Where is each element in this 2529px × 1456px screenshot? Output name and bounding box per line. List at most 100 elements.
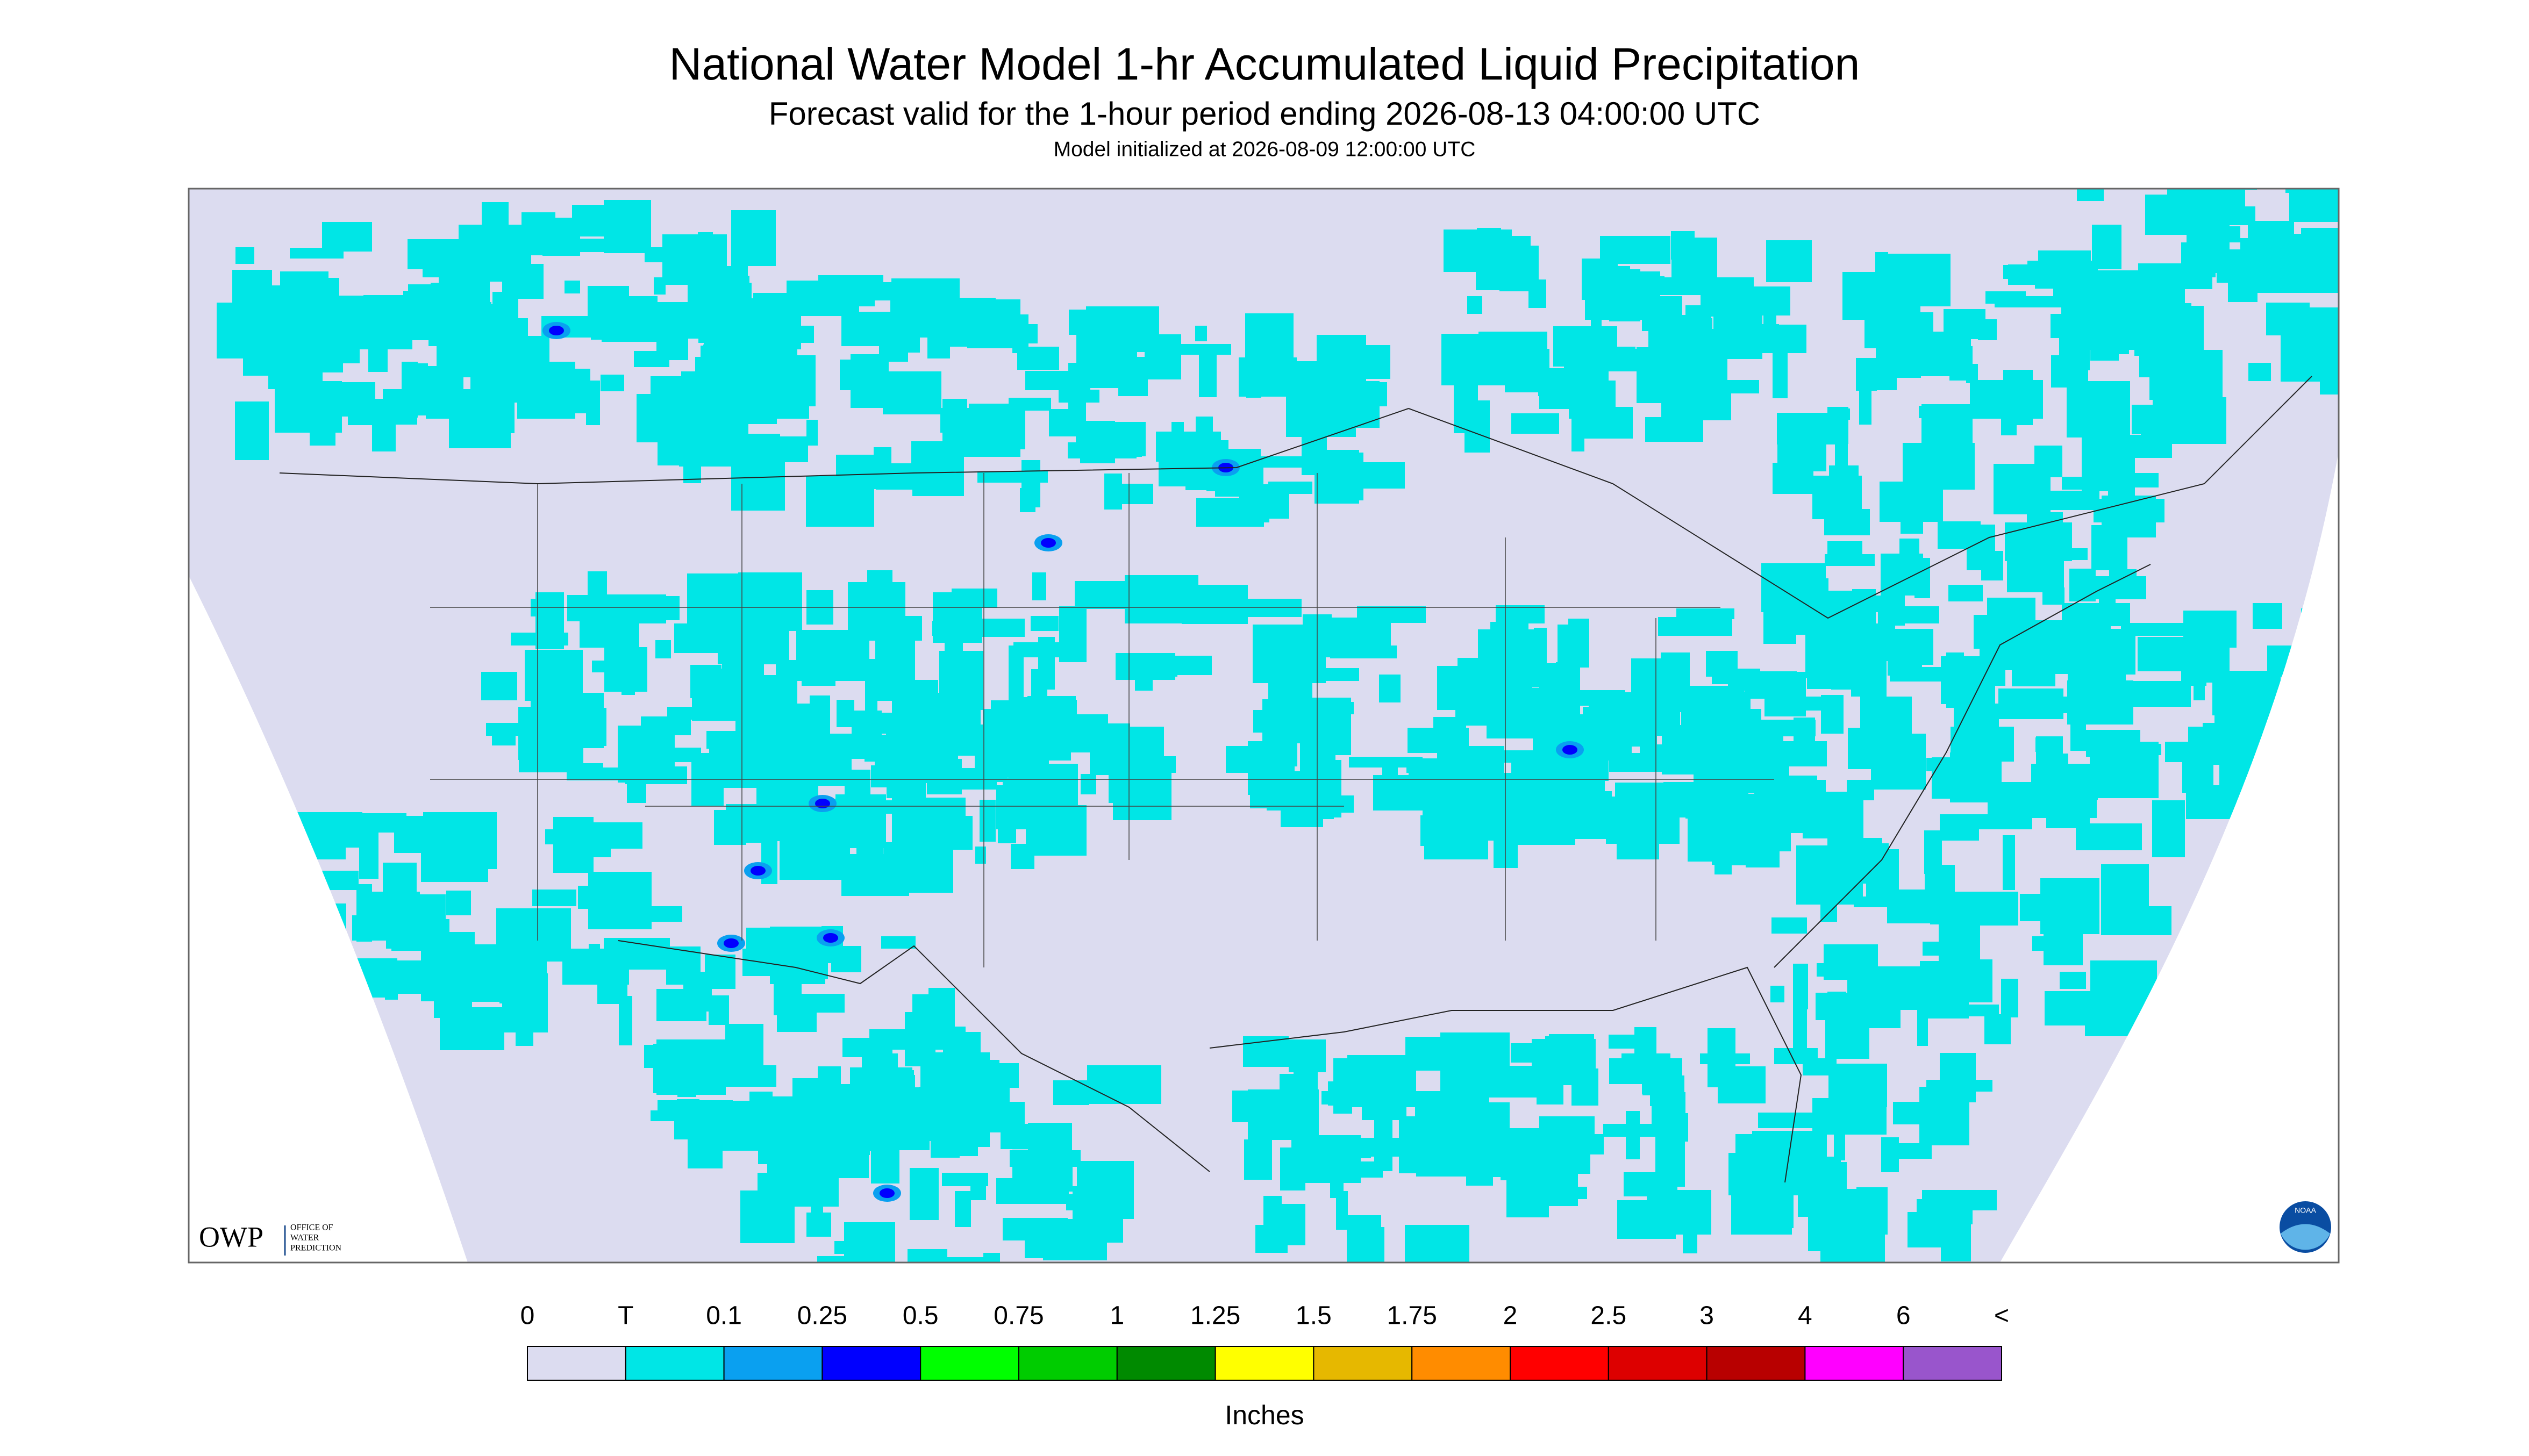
- precip-cell: [217, 303, 253, 358]
- precip-cell: [1940, 814, 1979, 841]
- precip-cell: [1113, 773, 1171, 820]
- precip-cell: [1980, 730, 1996, 777]
- precip-cell: [1831, 630, 1872, 683]
- precip-cell: [2056, 548, 2088, 560]
- precip-cell: [912, 444, 964, 496]
- precip-cell: [1796, 697, 1825, 711]
- precip-cell: [1145, 334, 1181, 379]
- precip-cell: [2027, 512, 2063, 562]
- precip-cell: [875, 635, 915, 692]
- precip-cell: [1009, 764, 1078, 820]
- precip-cell: [1676, 1113, 1688, 1142]
- precip-cell: [1881, 1137, 1899, 1172]
- precip-cell: [950, 1145, 978, 1156]
- precip-cell: [1901, 509, 1923, 534]
- precip-cell: [727, 393, 777, 424]
- legend-label: 0.25: [797, 1302, 847, 1330]
- precip-cell: [1919, 406, 1938, 418]
- precip-cell: [1658, 617, 1732, 636]
- precip-cell: [1255, 1225, 1288, 1253]
- precip-cell: [1600, 236, 1670, 264]
- precip-cell: [1016, 324, 1038, 343]
- precip-cell: [1379, 675, 1401, 702]
- precip-cell: [727, 575, 761, 588]
- precip-cell: [394, 820, 421, 853]
- precip-cell: [1112, 484, 1153, 504]
- precip-cell: [1364, 1062, 1412, 1081]
- precip-cell: [1437, 666, 1492, 710]
- state-lines: [430, 473, 1774, 967]
- precip-cell: [1956, 959, 1992, 1002]
- precip-cell: [2318, 255, 2339, 277]
- precip-cell: [740, 1109, 759, 1131]
- precip-cell: [2003, 835, 2015, 890]
- precip-cell: [2360, 315, 2394, 363]
- precip-cell: [486, 336, 549, 378]
- precip-cell: [1571, 1068, 1598, 1106]
- precip-cell: [705, 382, 775, 396]
- precip-cell: [1336, 1191, 1348, 1230]
- precip-cell: [1832, 1185, 1844, 1216]
- precip-cell: [1604, 266, 1630, 288]
- precip-cell: [2352, 1172, 2390, 1197]
- precip-cell: [2092, 225, 2121, 269]
- border-north: [279, 376, 2312, 619]
- precip-cell: [1069, 310, 1109, 335]
- precip-cell: [1591, 302, 1602, 338]
- precip-cell: [1499, 246, 1539, 291]
- legend-swatch: [1804, 1346, 1904, 1381]
- precip-cell: [1025, 1218, 1046, 1258]
- precip-cell: [2139, 331, 2160, 377]
- legend-label: 1.5: [1296, 1302, 1332, 1330]
- precip-cell: [2039, 754, 2068, 766]
- precip-cell: [1038, 637, 1055, 690]
- precip-cell: [2021, 620, 2081, 641]
- precip-cell: [1793, 1004, 1807, 1052]
- precip-cell: [641, 716, 691, 735]
- precip-cell: [721, 675, 780, 709]
- precip-cell: [1349, 757, 1423, 768]
- precip-cell: [2035, 737, 2055, 752]
- legend-label: 2.5: [1590, 1302, 1626, 1330]
- precip-cell: [1648, 315, 1711, 368]
- precip-cell: [423, 812, 497, 869]
- precip-cell: [1142, 756, 1176, 773]
- precip-cell: [2250, 246, 2277, 268]
- precip-cell: [1914, 629, 1933, 665]
- precip-cell: [1347, 1215, 1381, 1263]
- precip-cell: [280, 271, 328, 329]
- precip-cell: [663, 381, 702, 410]
- precip-cell: [886, 713, 958, 764]
- precip-cell: [1330, 645, 1397, 658]
- precip-cell: [837, 700, 854, 727]
- precip-cell: [963, 1032, 981, 1056]
- legend-swatch: [821, 1346, 921, 1381]
- precip-cell: [747, 298, 801, 349]
- precip-cell: [802, 670, 835, 686]
- precip-cell: [467, 304, 498, 338]
- precip-cell: [1985, 291, 2026, 304]
- precip-cell: [1247, 456, 1315, 468]
- owp-full: PREDICTION: [290, 1244, 342, 1253]
- precip-cell: [1496, 605, 1545, 623]
- precip-cell: [2278, 236, 2290, 248]
- precip-cell: [1031, 616, 1059, 631]
- precip-cell: [806, 476, 874, 527]
- precip-cell: [2090, 322, 2119, 361]
- precip-cell: [824, 1112, 894, 1151]
- precip-cell: [2266, 303, 2310, 335]
- precip-cell: [1059, 390, 1099, 403]
- precip-cell: [970, 1104, 1025, 1132]
- precip-cell: [597, 966, 627, 1004]
- precip-cell: [372, 415, 396, 451]
- precip-cell: [604, 647, 647, 692]
- legend-swatch: [723, 1346, 823, 1381]
- precip-cell: [1773, 584, 1798, 618]
- precip-cell: [908, 816, 973, 850]
- noaa-wave: [2281, 1224, 2330, 1250]
- precip-cell: [2368, 1194, 2383, 1209]
- precip-cell: [1830, 408, 1850, 420]
- precip-cell: [656, 989, 706, 1021]
- precip-cell: [2360, 203, 2397, 256]
- precip-cell: [525, 650, 583, 701]
